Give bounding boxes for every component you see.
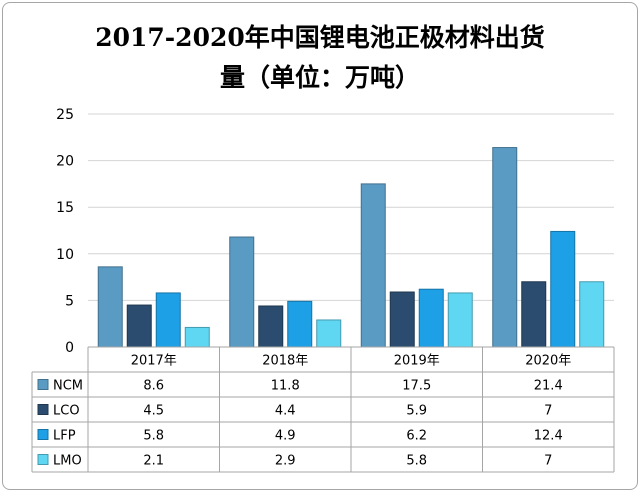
x-tick-label: 2017年 bbox=[131, 354, 177, 369]
bar-lco bbox=[126, 304, 152, 348]
data-label: 7 bbox=[544, 454, 552, 469]
data-label: 5.8 bbox=[406, 454, 427, 469]
y-tick-label: 15 bbox=[56, 200, 74, 216]
chart-title-line-1: 2017-2020年中国锂电池正极材料出货 bbox=[95, 23, 545, 52]
bar-lco bbox=[521, 281, 547, 348]
bar-lco bbox=[389, 291, 415, 348]
bar-ncm bbox=[97, 266, 123, 348]
bar-ncm bbox=[229, 236, 255, 348]
chart-title: 2017-2020年中国锂电池正极材料出货 量（单位：万吨） bbox=[0, 18, 640, 98]
data-label: 4.9 bbox=[275, 429, 296, 444]
data-label: 4.4 bbox=[275, 404, 296, 419]
legend-label-lfp: LFP bbox=[53, 429, 76, 444]
data-label: 7 bbox=[544, 404, 552, 419]
legend-label-ncm: NCM bbox=[53, 379, 83, 394]
bar-lmo bbox=[579, 281, 605, 348]
bar-lco bbox=[258, 305, 284, 348]
data-label: 12.4 bbox=[534, 429, 563, 444]
legend-key-ncm bbox=[37, 379, 49, 390]
legend-label-lco: LCO bbox=[53, 404, 80, 419]
bar-lfp bbox=[418, 288, 444, 348]
bar-lfp bbox=[155, 292, 181, 348]
legend-label-lmo: LMO bbox=[53, 454, 82, 469]
bar-lmo bbox=[184, 326, 210, 348]
bar-lfp bbox=[550, 230, 576, 348]
legend-key-lfp bbox=[37, 429, 49, 440]
data-label: 17.5 bbox=[402, 379, 431, 394]
chart-title-line-2: 量（单位：万吨） bbox=[219, 63, 420, 92]
data-label: 6.2 bbox=[406, 429, 427, 444]
data-label: 11.8 bbox=[271, 379, 300, 394]
data-label: 8.6 bbox=[143, 379, 164, 394]
x-tick-label: 2019年 bbox=[394, 354, 440, 369]
bar-lfp bbox=[287, 300, 313, 348]
bar-ncm bbox=[492, 147, 518, 348]
x-tick-label: 2020年 bbox=[525, 354, 571, 369]
legend-key-lmo bbox=[37, 454, 49, 465]
y-tick-label: 0 bbox=[65, 340, 74, 356]
bar-lmo bbox=[447, 292, 473, 348]
data-label: 21.4 bbox=[534, 379, 563, 394]
data-label: 2.1 bbox=[143, 454, 164, 469]
x-tick-label: 2018年 bbox=[262, 354, 308, 369]
data-label: 2.9 bbox=[275, 454, 296, 469]
data-label: 5.8 bbox=[143, 429, 164, 444]
data-label: 4.5 bbox=[143, 404, 164, 419]
y-tick-label: 5 bbox=[65, 293, 74, 309]
y-tick-label: 10 bbox=[56, 247, 74, 263]
bar-ncm bbox=[360, 183, 386, 348]
y-tick-label: 25 bbox=[56, 107, 74, 123]
bar-lmo bbox=[316, 319, 342, 348]
data-label: 5.9 bbox=[406, 404, 427, 419]
y-tick-label: 20 bbox=[56, 154, 74, 170]
legend-key-lco bbox=[37, 404, 49, 415]
